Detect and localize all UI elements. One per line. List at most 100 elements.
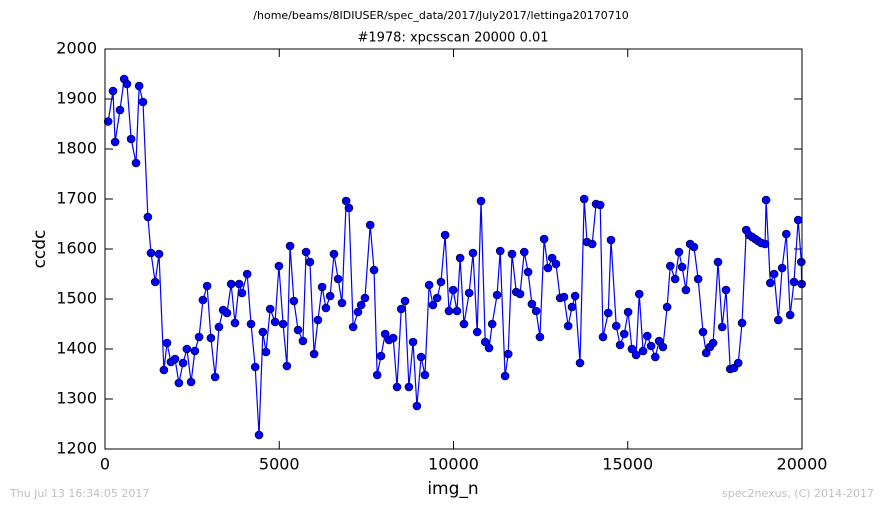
data-point	[329, 249, 339, 259]
data-point	[789, 277, 799, 287]
data-point	[701, 348, 711, 358]
data-point	[293, 325, 303, 335]
data-point	[174, 378, 184, 388]
data-point	[246, 319, 256, 329]
data-point	[615, 340, 625, 350]
data-point	[126, 134, 136, 144]
data-point	[428, 300, 438, 310]
data-point	[674, 247, 684, 257]
chart-title: /home/beams/8IDIUSER/spec_data/2017/July…	[253, 9, 628, 22]
data-point	[178, 358, 188, 368]
data-point	[777, 263, 787, 273]
data-point	[551, 259, 561, 269]
data-point	[198, 295, 208, 305]
data-point	[797, 257, 806, 267]
data-point	[713, 257, 723, 267]
data-point	[464, 288, 474, 298]
data-point	[623, 307, 633, 317]
data-point	[274, 261, 284, 271]
data-point	[282, 361, 292, 371]
data-point	[627, 344, 637, 354]
data-point	[733, 358, 743, 368]
data-point	[761, 195, 771, 205]
data-point	[170, 354, 180, 364]
data-point	[261, 347, 271, 357]
data-point	[325, 291, 335, 301]
data-point	[242, 269, 252, 279]
x-tick-label: 15000	[602, 455, 653, 474]
data-point	[344, 203, 354, 213]
x-tick-label: 0	[100, 455, 110, 474]
data-point	[143, 212, 153, 222]
data-point	[681, 285, 691, 295]
data-point	[611, 321, 621, 331]
data-point	[708, 338, 718, 348]
y-tick-label: 1500	[56, 289, 97, 308]
data-point	[507, 249, 517, 259]
data-point	[134, 81, 144, 91]
data-point	[563, 321, 573, 331]
data-point	[254, 430, 264, 440]
data-point	[603, 308, 613, 318]
data-point	[210, 372, 220, 382]
x-tick-label: 5000	[259, 455, 300, 474]
data-point	[793, 215, 803, 225]
data-point	[194, 332, 204, 342]
data-point	[150, 277, 160, 287]
plot-frame	[104, 48, 803, 450]
data-point	[631, 350, 641, 360]
data-point	[698, 327, 708, 337]
data-point	[317, 282, 327, 292]
data-point	[515, 289, 525, 299]
data-point	[309, 349, 319, 359]
data-point	[337, 298, 347, 308]
y-tick-label: 1300	[56, 389, 97, 408]
data-point	[539, 234, 549, 244]
data-point	[372, 370, 382, 380]
data-point	[452, 306, 462, 316]
y-axis-label: ccdc	[30, 230, 50, 269]
data-point	[487, 319, 497, 329]
data-point	[138, 97, 148, 107]
data-point	[289, 296, 299, 306]
data-point	[360, 293, 370, 303]
data-point	[396, 304, 406, 314]
data-point	[527, 299, 537, 309]
data-point	[595, 200, 605, 210]
data-point	[301, 247, 311, 257]
data-point	[206, 333, 216, 343]
data-point	[480, 337, 490, 347]
data-point	[313, 315, 323, 325]
data-point	[484, 343, 494, 353]
data-point	[285, 241, 295, 251]
data-point	[222, 308, 232, 318]
data-point	[237, 288, 247, 298]
x-axis-label: img_n	[427, 479, 478, 499]
data-point	[392, 382, 402, 392]
data-point	[717, 322, 727, 332]
data-point	[258, 327, 268, 337]
data-point	[638, 346, 648, 356]
y-tick-label: 1200	[56, 439, 97, 458]
y-tick-label: 1800	[56, 139, 97, 158]
data-point	[162, 338, 172, 348]
data-point	[765, 278, 775, 288]
data-point	[122, 79, 132, 89]
data-point	[575, 358, 585, 368]
data-point	[677, 262, 687, 272]
y-tick-label: 2000	[56, 39, 97, 58]
y-tick-label: 1900	[56, 89, 97, 108]
y-tick-label: 1400	[56, 339, 97, 358]
x-tick-label: 20000	[777, 455, 828, 474]
data-point	[587, 239, 597, 249]
data-point	[400, 296, 410, 306]
data-point	[495, 246, 505, 256]
data-point	[737, 318, 747, 328]
data-point	[424, 280, 434, 290]
data-point	[782, 229, 791, 239]
x-tick-label: 10000	[428, 455, 479, 474]
data-point	[103, 117, 113, 126]
data-point	[298, 336, 308, 346]
data-point	[376, 351, 386, 361]
data-point	[108, 86, 118, 96]
